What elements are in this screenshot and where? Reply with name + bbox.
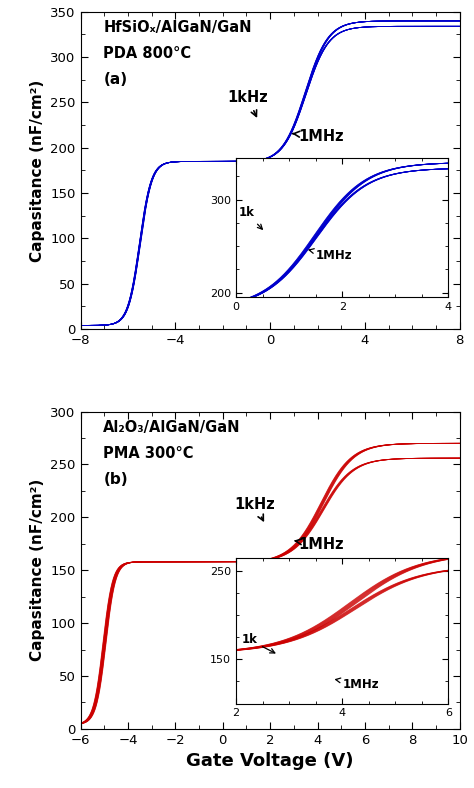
Y-axis label: Capasitance (nF/cm²): Capasitance (nF/cm²) <box>30 479 45 661</box>
Text: 1kHz: 1kHz <box>228 91 268 117</box>
Text: HfSiOₓ/AlGaN/GaN: HfSiOₓ/AlGaN/GaN <box>103 20 252 35</box>
Text: PMA 300°C: PMA 300°C <box>103 445 194 460</box>
Text: 1MHz: 1MHz <box>295 537 344 552</box>
Text: (b): (b) <box>103 472 128 487</box>
Text: PDA 800°C: PDA 800°C <box>103 46 191 61</box>
Text: Al₂O₃/AlGaN/GaN: Al₂O₃/AlGaN/GaN <box>103 419 241 434</box>
Y-axis label: Capasitance (nF/cm²): Capasitance (nF/cm²) <box>30 80 45 262</box>
Text: 1kHz: 1kHz <box>235 497 275 521</box>
X-axis label: Gate Voltage (V): Gate Voltage (V) <box>186 753 354 771</box>
Text: 1MHz: 1MHz <box>293 128 344 143</box>
Text: (a): (a) <box>103 72 128 87</box>
